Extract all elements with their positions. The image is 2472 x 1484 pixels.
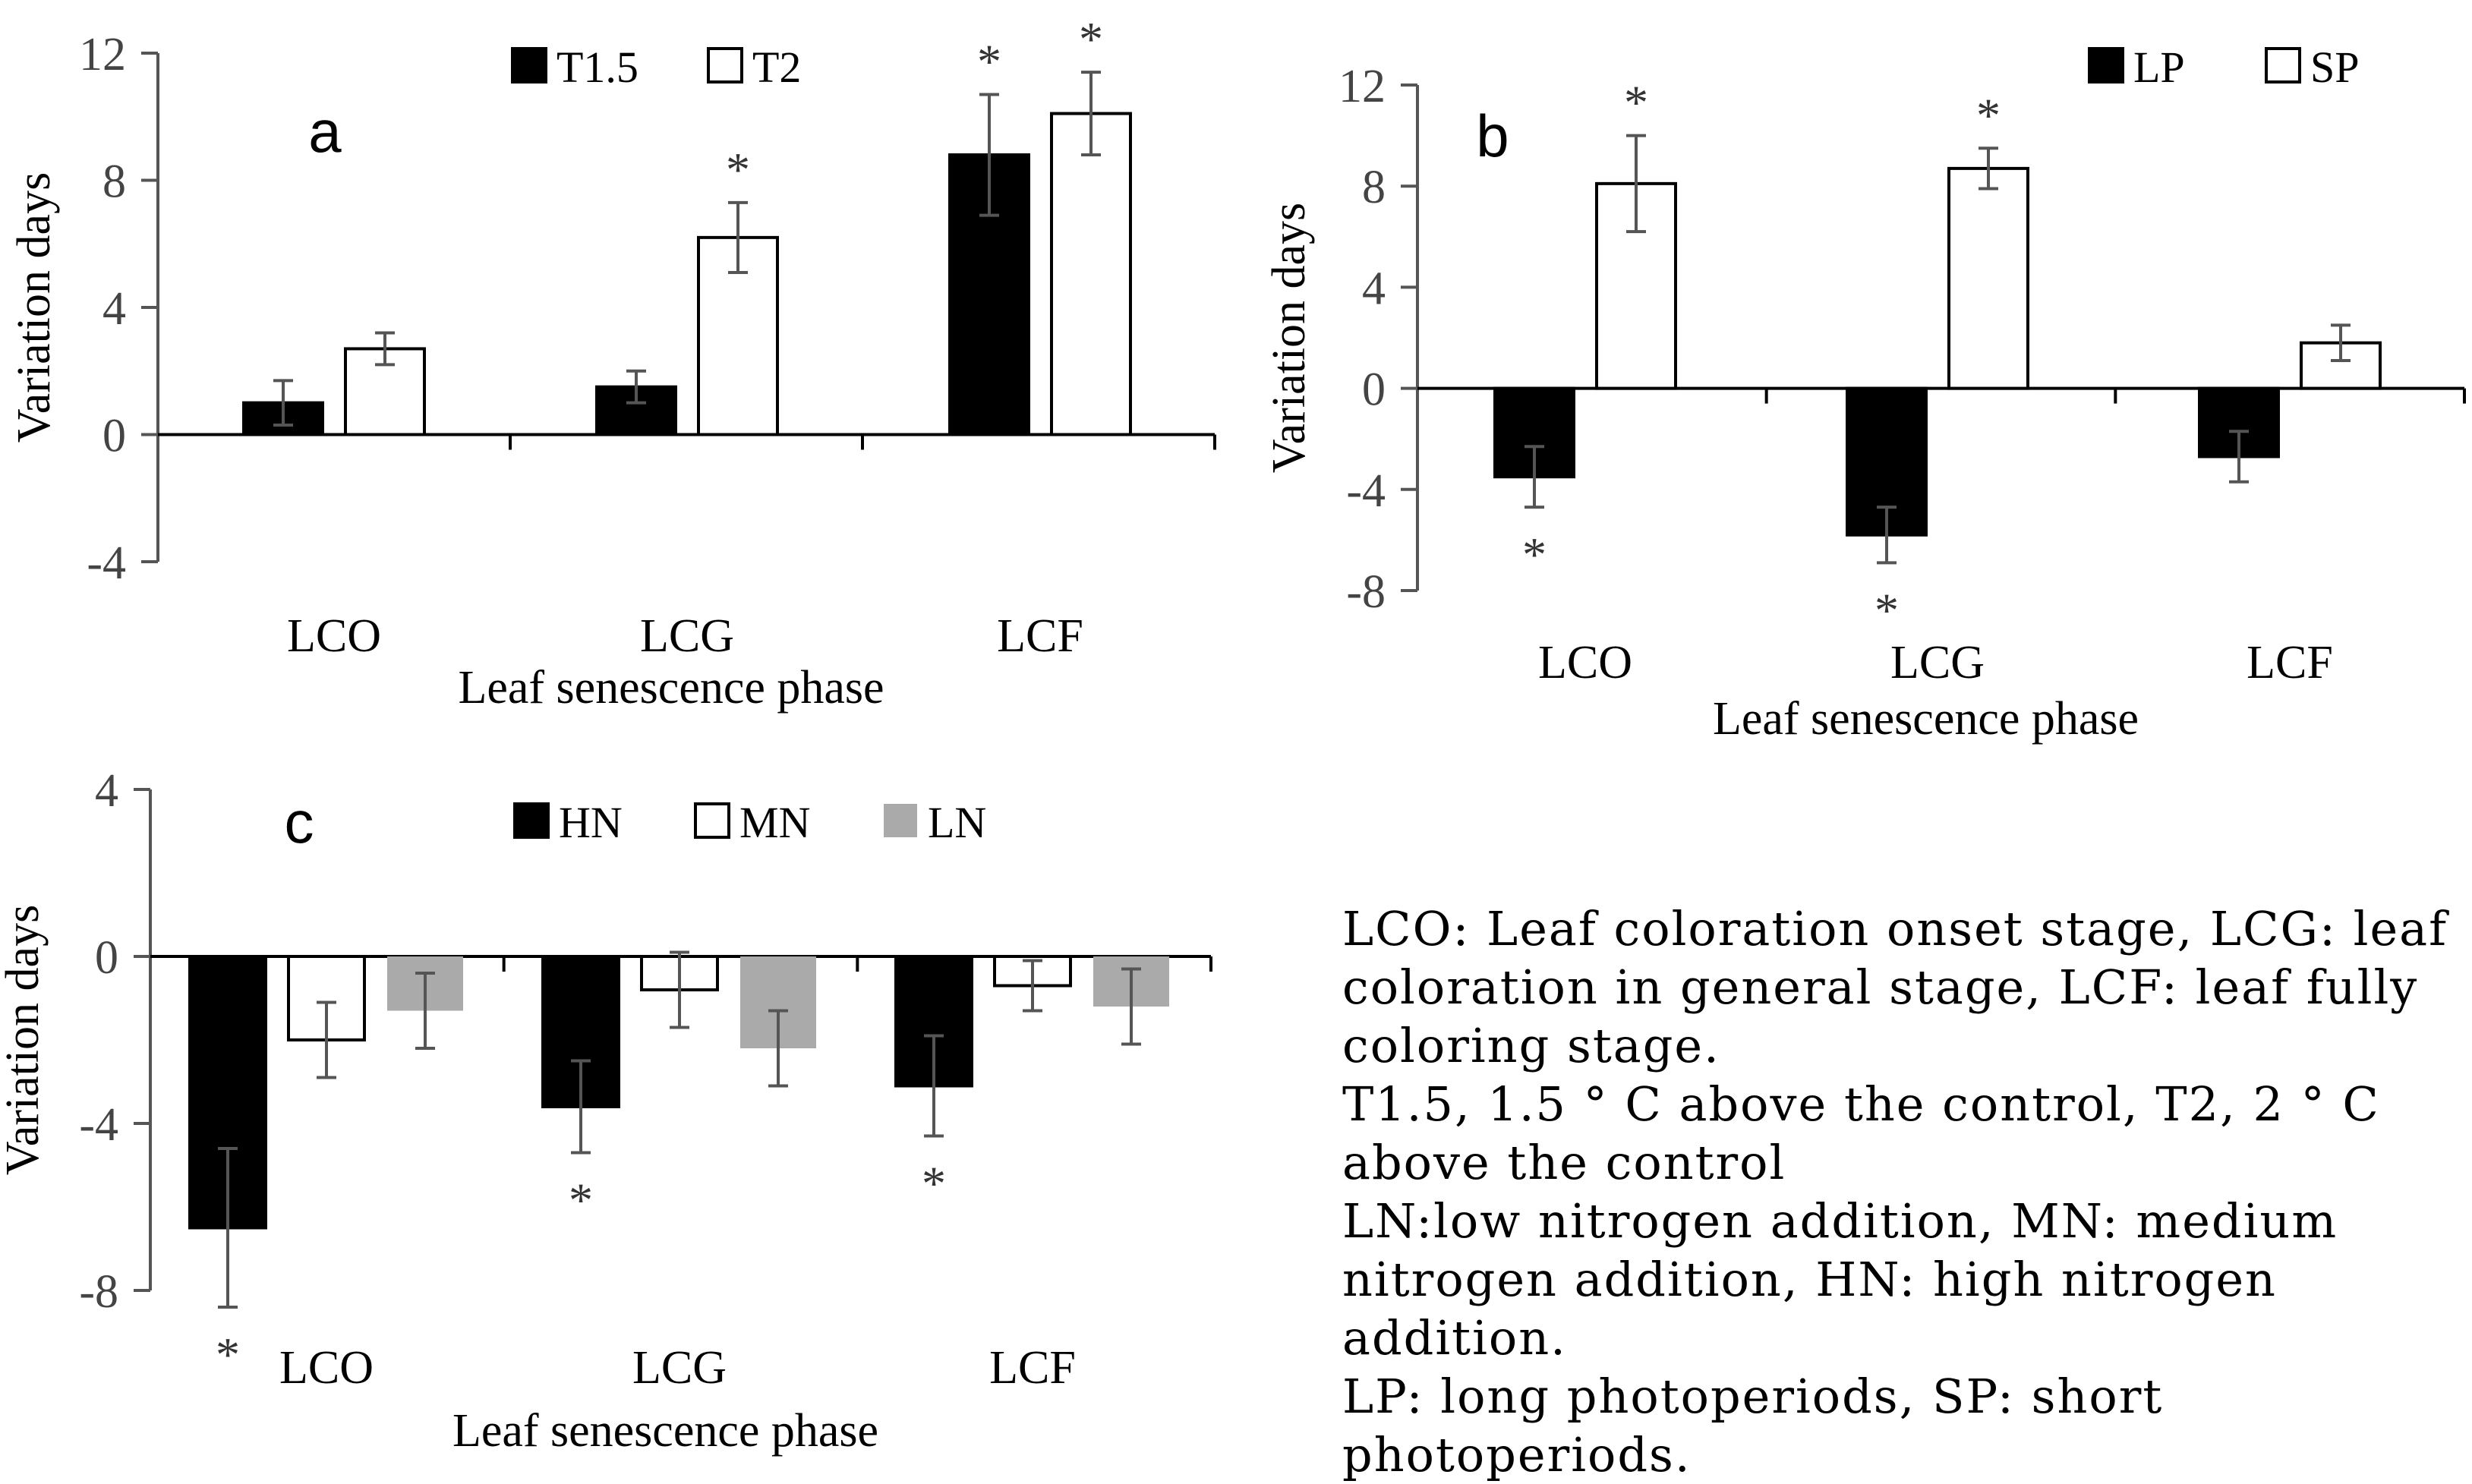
y-tick-label-a-1: 0 [102,411,126,462]
x-tick-label-c-LCF: LCF [989,1342,1076,1394]
x-tick-label-c-LCO: LCO [279,1342,374,1394]
panel-letter-b: b [1476,102,1509,169]
y-tick-label-c-0: -8 [79,1266,118,1318]
legend-swatch-c-MN [694,802,730,839]
panel-letter-c: c [285,789,314,855]
y-tick-label-b-2: 0 [1362,364,1386,416]
x-tick-label-a-LCG: LCG [640,610,734,662]
note-photoperiod: LP: long photoperiods, SP: short photope… [1342,1369,2164,1482]
legend-swatch-c-LN [884,804,917,837]
y-tick-label-c-1: -4 [79,1099,118,1151]
significance-b-SP-LCG: * [1976,88,2001,142]
significance-b-SP-LCO: * [1624,76,1648,130]
significance-a-T1.5-LCF: * [977,34,1001,88]
legend-label-a-T2: T2 [752,43,801,92]
legend-label-a-T1.5: T1.5 [557,43,638,92]
bar-a-T2-LCF [1050,112,1132,436]
y-axis-title-b: Variation days [1263,203,1315,473]
x-axis-title-a: Leaf senescence phase [458,662,884,714]
legend-label-c-MN: MN [739,798,810,847]
note-stages: LCO: Leaf coloration onset stage, LCG: l… [1342,901,2448,1073]
significance-b-LP-LCG: * [1874,583,1899,637]
y-tick-label-c-3: 4 [95,765,118,817]
y-axis-title-c: Variation days [0,905,49,1175]
note-temperature: T1.5, 1.5 ° C above the control, T2, 2 °… [1342,1076,2380,1190]
significance-b-LP-LCO: * [1522,528,1547,581]
y-tick-label-a-3: 8 [102,156,126,208]
x-tick-label-b-LCF: LCF [2247,637,2333,688]
legend-swatch-a-T1.5 [511,47,547,83]
y-axis-title-a: Variation days [8,172,60,443]
y-tick-label-b-5: 12 [1338,61,1386,112]
legend-swatch-c-HN [513,802,550,839]
significance-a-T2-LCF: * [1079,12,1103,66]
bar-b-SP-LCG [1947,166,2029,390]
significance-a-T2-LCG: * [726,143,750,197]
legend-notes: LCO: Leaf coloration onset stage, LCG: l… [1342,900,2458,1484]
significance-c-HN-LCF: * [922,1157,946,1211]
note-nitrogen: LN:low nitrogen addition, MN: medium nit… [1342,1193,2338,1366]
legend-label-b-SP: SP [2310,43,2360,92]
x-tick-label-a-LCO: LCO [287,610,381,662]
x-tick-label-c-LCG: LCG [632,1342,727,1394]
legend-label-c-LN: LN [928,798,986,847]
y-tick-label-b-4: 8 [1362,162,1386,213]
y-tick-label-c-2: 0 [95,932,118,984]
y-tick-label-b-3: 4 [1362,263,1386,314]
legend-swatch-b-SP [2265,47,2301,83]
y-tick-label-a-2: 4 [102,283,126,335]
bar-b-LP-LCO [1493,386,1575,479]
x-tick-label-b-LCO: LCO [1538,637,1632,688]
y-tick-label-a-4: 12 [79,29,126,80]
x-tick-label-b-LCG: LCG [1890,637,1985,688]
significance-c-HN-LCO: * [216,1328,240,1382]
x-axis-title-b: Leaf senescence phase [1713,693,2139,745]
significance-c-HN-LCG: * [569,1174,593,1227]
x-axis-title-c: Leaf senescence phase [452,1405,878,1457]
y-tick-label-a-0: -4 [87,537,126,589]
legend-label-c-HN: HN [559,798,623,847]
panel-letter-a: a [308,98,342,165]
legend-label-b-LP: LP [2133,43,2185,92]
legend-swatch-b-LP [2088,47,2124,83]
y-tick-label-b-0: -8 [1346,566,1386,618]
bar-b-LP-LCF [2198,386,2280,458]
legend-swatch-a-T2 [707,47,743,83]
y-tick-label-b-1: -4 [1346,465,1386,517]
x-tick-label-a-LCF: LCF [997,610,1083,662]
